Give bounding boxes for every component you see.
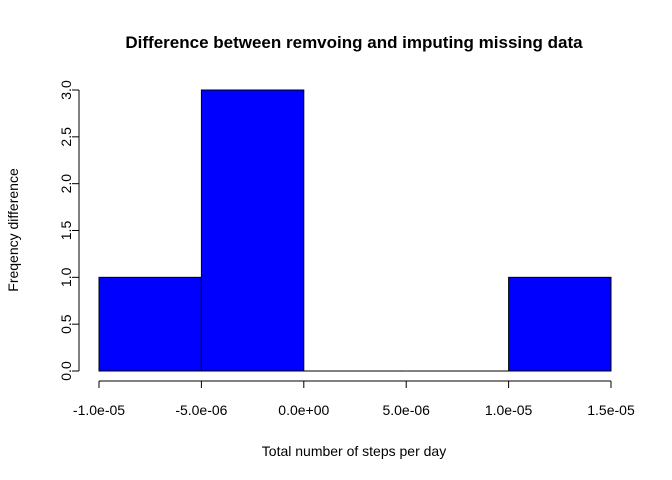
y-tick-label: 1.0	[58, 267, 74, 287]
x-tick-label: 1.0e-05	[485, 402, 533, 418]
y-tick-label: 0.0	[58, 361, 74, 381]
x-tick-label: -5.0e-06	[175, 402, 227, 418]
y-tick-label: 2.0	[58, 174, 74, 194]
bars-group	[98, 89, 612, 372]
x-tick-label: 5.0e-06	[382, 402, 430, 418]
y-axis: 0.0 0.5 1.0 1.5 2.0 2.5 3.0	[58, 80, 80, 381]
y-tick-label: 3.0	[58, 80, 74, 100]
x-tick-label: 0.0e+00	[278, 402, 329, 418]
y-tick-label: 0.5	[58, 314, 74, 334]
chart-title: Difference between remvoing and imputing…	[125, 33, 583, 52]
histogram-bar	[98, 276, 202, 372]
y-tick-label: 2.5	[58, 127, 74, 147]
y-tick-label: 1.5	[58, 221, 74, 241]
x-tick-label: -1.0e-05	[73, 402, 125, 418]
y-axis-label: Freqency difference	[5, 168, 21, 292]
histogram-bar	[508, 276, 612, 372]
x-axis: -1.0e-05 -5.0e-06 0.0e+00 5.0e-06 1.0e-05 1.5…	[73, 380, 635, 418]
histogram-bar	[200, 89, 305, 372]
x-tick-label: 1.5e-05	[587, 402, 635, 418]
x-axis-label: Total number of steps per day	[262, 443, 446, 459]
